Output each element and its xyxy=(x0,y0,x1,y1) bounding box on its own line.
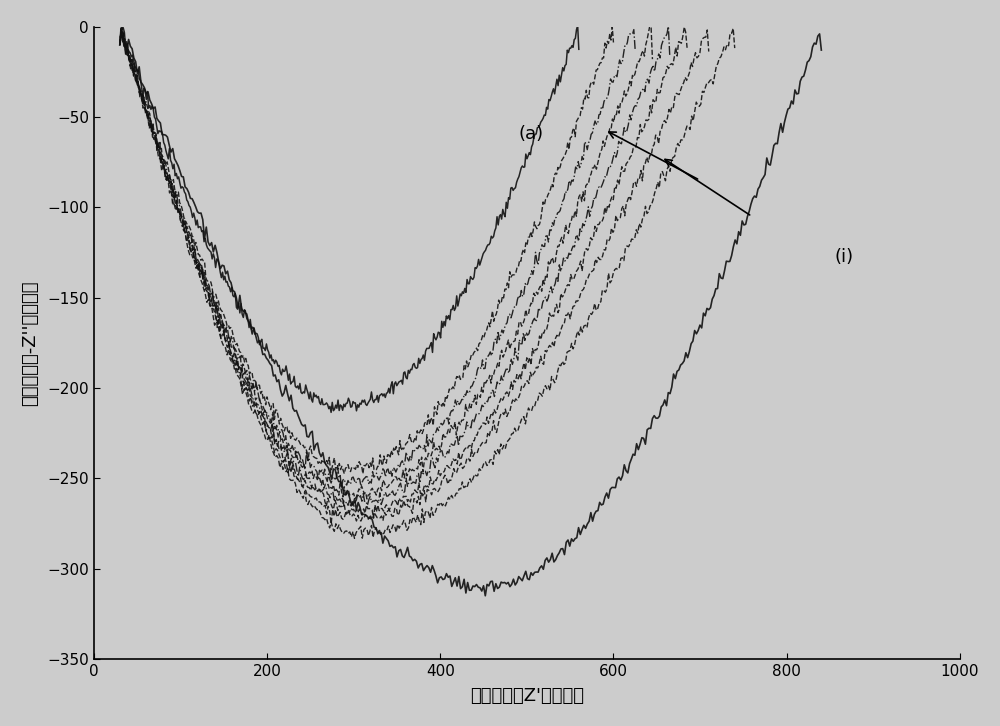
Text: (i): (i) xyxy=(834,248,853,266)
Y-axis label: 虚部阻抗，-Z''（欧姆）: 虚部阻抗，-Z''（欧姆） xyxy=(21,280,39,406)
X-axis label: 实部阻抗，Z'（欧姆）: 实部阻抗，Z'（欧姆） xyxy=(470,688,584,705)
Text: (a): (a) xyxy=(518,125,543,143)
